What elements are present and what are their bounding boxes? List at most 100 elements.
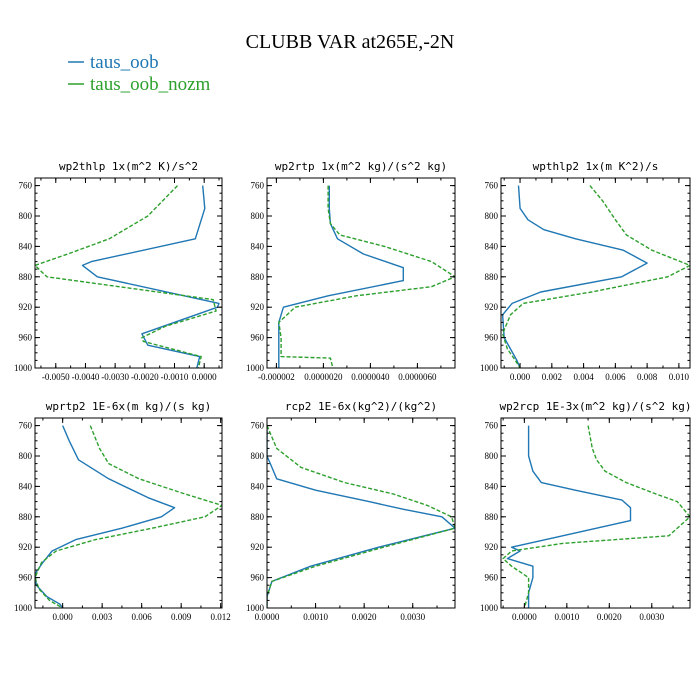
panel-6: wp2rcp 1E-3x(m^2 kg)/(s^2 kg)760 800 840 88… [480, 400, 692, 622]
y-tick-label: 1000 [246, 603, 265, 613]
y-tick-label: 880 [19, 512, 33, 522]
series-group [501, 185, 690, 368]
x-tick-label: 0.0020 [597, 612, 622, 622]
y-tick-label: 960 [485, 573, 499, 583]
x-tick-label: 0.0000040 [351, 372, 390, 382]
x-tick-label: 0.0030 [639, 612, 664, 622]
y-tick-label: 960 [251, 573, 265, 583]
x-tick-label: 0.0000 [192, 372, 217, 382]
plot-frame [500, 177, 691, 369]
y-tick-label: 960 [485, 333, 499, 343]
y-tick-label: 760 [19, 421, 33, 431]
series-line-taus-oob [267, 425, 455, 608]
x-tick-label: 0.009 [171, 612, 192, 622]
y-tick-label: 1000 [14, 363, 33, 373]
series-line-taus-oob [501, 185, 648, 368]
panel-3: wpthlp2 1x(m K^2)/s 760 800 840 880 920 960 100… [480, 160, 691, 382]
plot-frame [266, 177, 456, 369]
series-group [267, 425, 455, 608]
x-tick-label: -0.0020 [131, 372, 159, 382]
x-tick-label: 0.0010 [303, 612, 328, 622]
y-tick-label: 920 [485, 302, 499, 312]
x-tick-label: 0.0000060 [398, 372, 437, 382]
x-tick-label: 0.012 [211, 612, 231, 622]
x-tick-label: 0.0020 [352, 612, 377, 622]
legend-label: taus_oob [90, 52, 159, 73]
plot-frame [266, 417, 456, 609]
x-tick-label: 0.008 [637, 372, 658, 382]
series-line-taus-oob-nozm [501, 185, 690, 368]
y-tick-label: 1000 [480, 603, 499, 613]
series-group [35, 425, 222, 608]
x-tick-label: 0.0000 [255, 612, 280, 622]
x-tick-label: -0.000002 [258, 372, 295, 382]
panel-title: wprtp2 1E-6x(m kg)/(s kg) [46, 400, 212, 413]
panel-5: rcp2 1E-6x(kg^2)/(kg^2) 760 800 840 880 920 96… [246, 400, 456, 622]
y-tick-label: 800 [251, 211, 265, 221]
y-tick-label: 840 [251, 241, 265, 251]
y-tick-label: 880 [485, 272, 499, 282]
y-tick-label: 800 [19, 211, 33, 221]
x-tick-label: 0.0000 [512, 612, 537, 622]
x-tick-label: 0.0000020 [304, 372, 343, 382]
figure-title: CLUBB VAR at265E,-2N [246, 31, 455, 53]
series-line-taus-oob-nozm [35, 425, 222, 608]
y-tick-label: 760 [19, 181, 33, 191]
x-tick-label: -0.0030 [101, 372, 129, 382]
x-tick-label: -0.0010 [161, 372, 189, 382]
panel-2: wp2rtp 1x(m^2 kg)/(s^2 kg) 760 800 840 880 92… [246, 160, 456, 382]
y-tick-label: 800 [251, 451, 265, 461]
series-line-taus-oob [278, 185, 404, 368]
y-tick-label: 840 [251, 481, 265, 491]
x-tick-label: 0.010 [669, 372, 690, 382]
x-tick-label: -0.0050 [42, 372, 70, 382]
panel-title: wp2rcp 1E-3x(m^2 kg)/(s^2 kg) [499, 400, 691, 413]
y-tick-label: 800 [485, 451, 499, 461]
y-tick-label: 960 [251, 333, 265, 343]
series-line-taus-oob-nozm [35, 185, 217, 368]
y-tick-label: 920 [19, 302, 33, 312]
y-tick-label: 880 [251, 272, 265, 282]
y-tick-label: 920 [251, 302, 265, 312]
x-tick-label: 0.003 [92, 612, 113, 622]
series-group [502, 425, 690, 608]
x-tick-label: 0.002 [542, 372, 562, 382]
y-tick-label: 840 [19, 481, 33, 491]
panel-title: wpthlp2 1x(m K^2)/s [533, 160, 659, 173]
y-tick-label: 920 [19, 542, 33, 552]
y-tick-label: 840 [485, 241, 499, 251]
y-tick-label: 920 [251, 542, 265, 552]
legend-label: taus_oob_nozm [90, 74, 211, 95]
panel-title: wp2rtp 1x(m^2 kg)/(s^2 kg) [275, 160, 447, 173]
series-line-taus-oob-nozm [267, 425, 455, 608]
y-tick-label: 880 [485, 512, 499, 522]
series-line-taus-oob-nozm [278, 185, 455, 368]
x-tick-label: 0.000 [510, 372, 531, 382]
series-line-taus-oob-nozm [502, 425, 690, 608]
y-tick-label: 960 [19, 333, 33, 343]
y-tick-label: 1000 [246, 363, 265, 373]
plot-frame [34, 177, 223, 369]
series-line-taus-oob [35, 425, 176, 608]
x-tick-label: 0.006 [132, 612, 153, 622]
series-group [35, 185, 220, 368]
y-tick-label: 760 [251, 181, 265, 191]
series-group [278, 185, 455, 368]
x-tick-label: -0.0040 [72, 372, 100, 382]
x-tick-label: 0.0030 [400, 612, 425, 622]
x-tick-label: 0.006 [605, 372, 626, 382]
y-tick-label: 760 [485, 421, 499, 431]
y-tick-label: 800 [485, 211, 499, 221]
y-tick-label: 1000 [14, 603, 33, 613]
x-tick-label: 0.004 [573, 372, 594, 382]
panel-1: wp2thlp 1x(m^2 K)/s^2 760 800 840 880 920 960 1… [14, 160, 223, 382]
x-tick-label: 0.0010 [554, 612, 579, 622]
y-tick-label: 760 [485, 181, 499, 191]
y-tick-label: 880 [19, 272, 33, 282]
y-tick-label: 760 [251, 421, 265, 431]
panel-title: rcp2 1E-6x(kg^2)/(kg^2) [285, 400, 437, 413]
plot-frame [34, 417, 223, 609]
plot-frame [500, 417, 691, 609]
